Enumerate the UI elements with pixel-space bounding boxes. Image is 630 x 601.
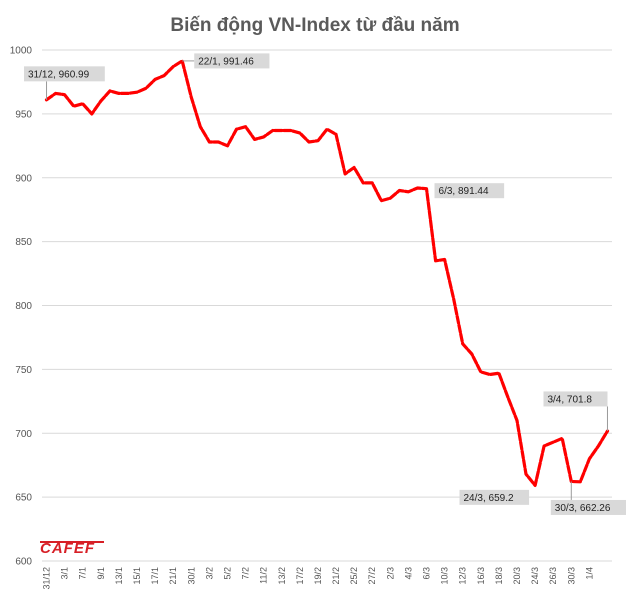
x-tick-label: 3/2 <box>204 567 214 580</box>
x-tick-label: 2/3 <box>385 567 395 580</box>
x-tick-label: 3/1 <box>60 567 70 580</box>
chart-title: Biến động VN-Index từ đầu năm <box>170 15 459 36</box>
x-tick-label: 31/12 <box>42 567 52 590</box>
x-axis-ticks: 31/12 3/1 7/1 9/1 13/1 15/1 17/1 21/1 30/1 3/2 5/2… <box>42 567 595 590</box>
y-axis-ticks: 600 650 700 750 800 850 900 950 1000 <box>10 46 33 568</box>
y-tick-label: 800 <box>15 301 32 312</box>
logo-underline <box>40 541 104 543</box>
x-tick-label: 21/2 <box>331 567 341 585</box>
x-tick-label: 10/3 <box>440 567 450 585</box>
x-tick-label: 7/2 <box>241 567 251 580</box>
y-tick-label: 1000 <box>10 46 33 57</box>
x-tick-label: 1/4 <box>584 567 594 580</box>
gridlines <box>42 49 612 562</box>
y-tick-label: 750 <box>15 365 32 376</box>
annotation-box <box>459 489 530 505</box>
x-tick-label: 4/3 <box>403 567 413 580</box>
x-tick-label: 18/3 <box>494 567 504 585</box>
annotations: 31/12, 960.99 22/1, 991.46 6/3, 891.44 24/3… <box>24 53 626 515</box>
cafef-logo: CAFEF <box>40 540 104 557</box>
x-tick-label: 13/1 <box>114 567 124 585</box>
x-tick-label: 6/3 <box>422 567 432 580</box>
x-tick-label: 17/2 <box>295 567 305 585</box>
annotation: 31/12, 960.99 <box>24 66 105 100</box>
annotation-box <box>194 53 270 69</box>
x-tick-label: 9/1 <box>96 567 106 580</box>
x-tick-label: 30/3 <box>566 567 576 585</box>
cafef-logo-text: CAFEF <box>40 540 95 557</box>
x-tick-label: 27/2 <box>367 567 377 585</box>
x-tick-label: 5/2 <box>222 567 232 580</box>
annotation: 22/1, 991.46 <box>182 53 270 69</box>
annotation-label: 30/3, 662.26 <box>555 503 611 514</box>
x-tick-label: 25/2 <box>349 567 359 585</box>
x-tick-label: 20/3 <box>512 567 522 585</box>
x-tick-label: 26/3 <box>548 567 558 585</box>
series-line-vn-index <box>44 59 610 487</box>
x-tick-label: 30/1 <box>186 567 196 585</box>
x-tick-label: 16/3 <box>476 567 486 585</box>
annotation-label: 22/1, 991.46 <box>198 56 254 67</box>
series-line-layer <box>44 59 610 487</box>
y-tick-label: 900 <box>15 173 32 184</box>
x-tick-label: 17/1 <box>150 567 160 585</box>
annotation-box <box>434 183 505 199</box>
annotation: 6/3, 891.44 <box>434 183 505 199</box>
x-tick-label: 24/3 <box>530 567 540 585</box>
annotation-label: 24/3, 659.2 <box>463 493 513 504</box>
annotation-label: 3/4, 701.8 <box>547 394 592 405</box>
annotation-box <box>550 499 626 515</box>
annotation-label: 31/12, 960.99 <box>28 69 90 80</box>
x-tick-label: 13/2 <box>277 567 287 585</box>
y-tick-label: 600 <box>15 557 32 568</box>
x-tick-label: 19/2 <box>313 567 323 585</box>
annotation-box <box>543 391 608 407</box>
y-tick-label: 650 <box>15 493 32 504</box>
y-tick-label: 850 <box>15 237 32 248</box>
x-tick-label: 11/2 <box>259 567 269 584</box>
annotation-label: 6/3, 891.44 <box>439 186 489 197</box>
y-tick-label: 950 <box>15 109 32 120</box>
x-tick-label: 7/1 <box>78 567 88 580</box>
annotation-box <box>24 66 105 82</box>
annotation: 3/4, 701.8 <box>543 391 608 431</box>
x-tick-label: 21/1 <box>168 567 178 585</box>
annotation: 30/3, 662.26 <box>550 481 626 515</box>
annotation: 24/3, 659.2 <box>459 489 530 505</box>
y-tick-label: 700 <box>15 429 32 440</box>
x-tick-label: 12/3 <box>458 567 468 585</box>
x-tick-label: 15/1 <box>132 567 142 585</box>
